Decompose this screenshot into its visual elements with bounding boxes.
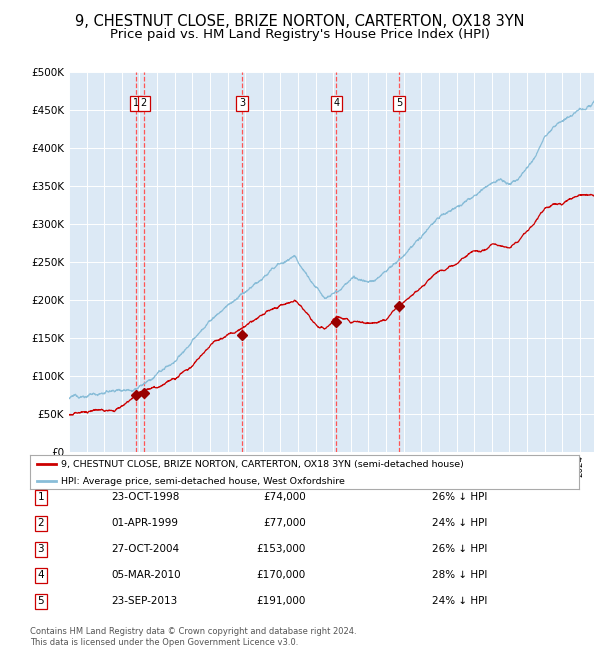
Text: Price paid vs. HM Land Registry's House Price Index (HPI): Price paid vs. HM Land Registry's House … (110, 28, 490, 41)
Text: 9, CHESTNUT CLOSE, BRIZE NORTON, CARTERTON, OX18 3YN (semi-detached house): 9, CHESTNUT CLOSE, BRIZE NORTON, CARTERT… (61, 460, 464, 469)
Text: 3: 3 (37, 544, 44, 554)
Text: 26% ↓ HPI: 26% ↓ HPI (432, 544, 487, 554)
Text: 01-APR-1999: 01-APR-1999 (111, 518, 178, 528)
Text: 4: 4 (334, 98, 340, 109)
Text: 4: 4 (37, 570, 44, 580)
Text: 2: 2 (141, 98, 147, 109)
Text: 9, CHESTNUT CLOSE, BRIZE NORTON, CARTERTON, OX18 3YN: 9, CHESTNUT CLOSE, BRIZE NORTON, CARTERT… (75, 14, 525, 29)
Text: 23-OCT-1998: 23-OCT-1998 (111, 492, 179, 502)
Text: £170,000: £170,000 (257, 570, 306, 580)
Text: 28% ↓ HPI: 28% ↓ HPI (432, 570, 487, 580)
Text: 3: 3 (239, 98, 245, 109)
Text: £74,000: £74,000 (263, 492, 306, 502)
Text: 27-OCT-2004: 27-OCT-2004 (111, 544, 179, 554)
Text: 5: 5 (37, 596, 44, 606)
Text: £77,000: £77,000 (263, 518, 306, 528)
Text: £191,000: £191,000 (257, 596, 306, 606)
Text: 24% ↓ HPI: 24% ↓ HPI (432, 518, 487, 528)
Text: 2: 2 (37, 518, 44, 528)
Text: £153,000: £153,000 (257, 544, 306, 554)
Text: 24% ↓ HPI: 24% ↓ HPI (432, 596, 487, 606)
Text: 23-SEP-2013: 23-SEP-2013 (111, 596, 177, 606)
Text: Contains HM Land Registry data © Crown copyright and database right 2024.
This d: Contains HM Land Registry data © Crown c… (30, 627, 356, 647)
Text: 05-MAR-2010: 05-MAR-2010 (111, 570, 181, 580)
Text: 5: 5 (396, 98, 402, 109)
Text: 26% ↓ HPI: 26% ↓ HPI (432, 492, 487, 502)
Text: 1: 1 (37, 492, 44, 502)
Text: HPI: Average price, semi-detached house, West Oxfordshire: HPI: Average price, semi-detached house,… (61, 477, 345, 486)
Text: 1: 1 (133, 98, 139, 109)
